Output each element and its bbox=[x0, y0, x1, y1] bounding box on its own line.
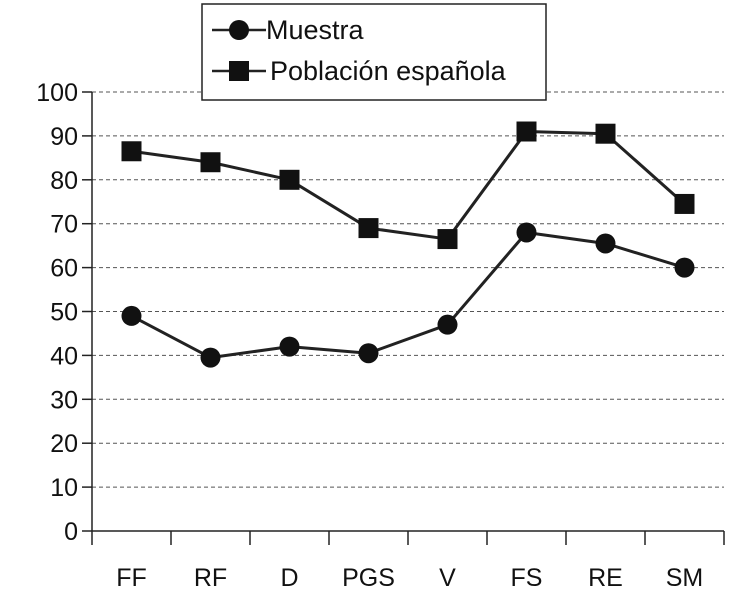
x-tick-label: PGS bbox=[342, 564, 395, 592]
series-line-poblacion bbox=[131, 130, 686, 241]
legend-label-poblacion: Población española bbox=[270, 56, 507, 86]
data-point-muestra bbox=[121, 305, 142, 326]
y-tick-label: 80 bbox=[50, 167, 78, 195]
data-point-muestra bbox=[358, 343, 379, 364]
y-tick-label: 0 bbox=[64, 518, 78, 546]
x-tick-label: D bbox=[280, 564, 298, 592]
legend-label-muestra: Muestra bbox=[266, 15, 365, 45]
y-tick-label: 30 bbox=[50, 386, 78, 414]
gridlines bbox=[92, 91, 724, 488]
data-point-poblacion bbox=[437, 229, 458, 250]
x-tick-label: RF bbox=[194, 564, 227, 592]
data-point-muestra bbox=[200, 347, 221, 368]
y-tick-label: 90 bbox=[50, 123, 78, 151]
legend-marker-circle bbox=[229, 20, 249, 40]
y-axis: 0 10 20 30 40 50 60 70 80 90 100 bbox=[36, 79, 93, 546]
x-tick-label: RE bbox=[588, 564, 623, 592]
data-point-muestra bbox=[674, 257, 695, 278]
y-tick-label: 20 bbox=[50, 430, 78, 458]
x-tick-label: FS bbox=[511, 564, 543, 592]
data-point-muestra bbox=[437, 314, 458, 335]
series-layer bbox=[121, 121, 695, 368]
data-point-muestra bbox=[279, 336, 300, 357]
x-tick-label: SM bbox=[666, 564, 704, 592]
y-tick-label: 70 bbox=[50, 211, 78, 239]
series-line-muestra bbox=[130, 230, 685, 360]
data-point-muestra bbox=[516, 222, 537, 243]
data-point-poblacion bbox=[279, 169, 300, 190]
data-point-muestra bbox=[595, 233, 616, 254]
x-tick-label: FF bbox=[116, 564, 147, 592]
data-point-poblacion bbox=[358, 218, 379, 239]
y-tick-label: 10 bbox=[50, 474, 78, 502]
y-tick-label: 40 bbox=[50, 342, 78, 370]
data-point-poblacion bbox=[200, 152, 221, 173]
data-point-poblacion bbox=[516, 121, 537, 142]
y-tick-label: 60 bbox=[50, 255, 78, 283]
data-point-poblacion bbox=[121, 141, 142, 162]
data-point-poblacion bbox=[674, 193, 695, 214]
data-point-poblacion bbox=[595, 123, 616, 144]
legend: Muestra Población española bbox=[201, 3, 547, 101]
legend-box bbox=[201, 3, 547, 101]
y-tick-label: 50 bbox=[50, 299, 78, 327]
legend-marker-square bbox=[229, 61, 249, 81]
x-axis: FF RF D PGS V FS RE SM bbox=[91, 530, 725, 592]
x-tick-label: V bbox=[439, 564, 456, 592]
y-tick-label: 100 bbox=[36, 79, 78, 107]
